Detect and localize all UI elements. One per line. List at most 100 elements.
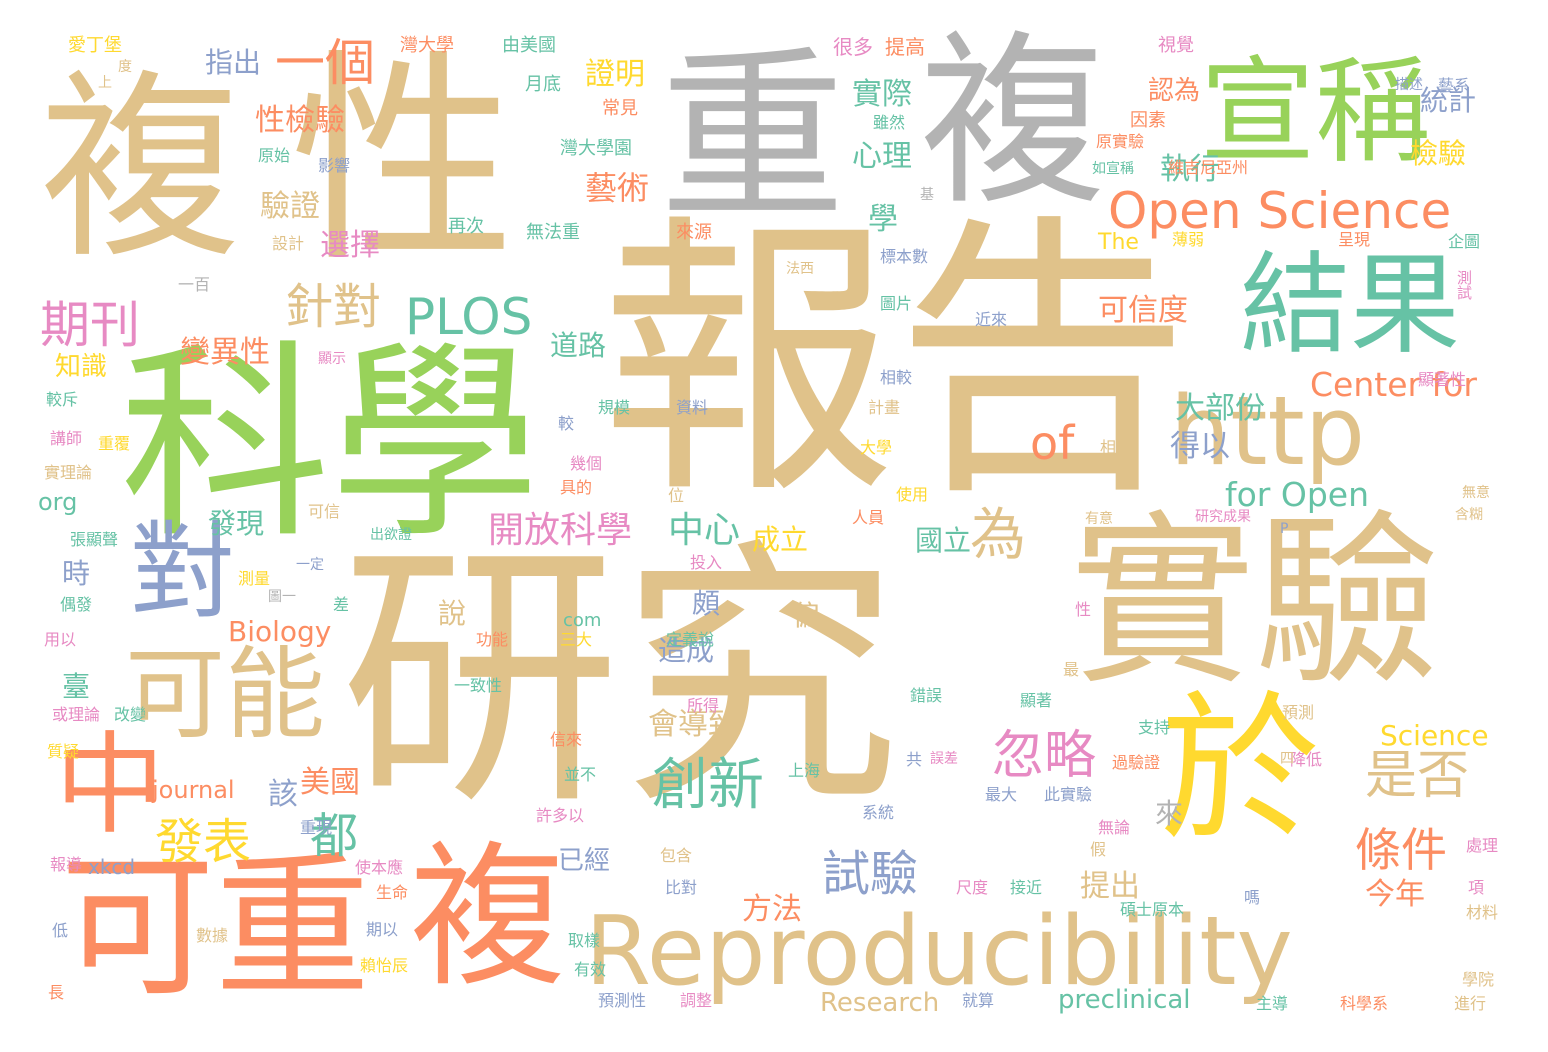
word: 誤差 (930, 751, 958, 767)
word: 是否 (1365, 746, 1470, 806)
word: 執行 (1160, 152, 1220, 187)
word: 許多以 (536, 806, 585, 825)
word: 證明 (585, 57, 645, 92)
word: 取樣 (568, 931, 601, 950)
word: 法西 (786, 261, 814, 277)
word: com (563, 610, 602, 631)
word: 或理論 (52, 705, 101, 724)
word: 開放科學 (488, 510, 633, 551)
word: 為 (970, 503, 1026, 568)
word: Reproducibility (585, 897, 1293, 1007)
word: 信來 (550, 730, 583, 749)
word: 材料 (1466, 903, 1499, 922)
word: 選擇 (320, 228, 380, 263)
word: 時 (62, 557, 91, 590)
word: 說 (438, 597, 467, 630)
word: 比對 (665, 878, 698, 897)
word: 宣稱 (1200, 45, 1431, 179)
word: 科學 (120, 322, 541, 567)
word: 處理 (1466, 836, 1499, 855)
word: 美國 (300, 765, 360, 800)
word: 降低 (1290, 750, 1323, 769)
word: 原實驗 (1096, 132, 1145, 151)
word: 四 (1280, 751, 1294, 767)
word: 很多 (833, 35, 873, 59)
word: 報導 (50, 855, 83, 874)
word: 上海 (788, 761, 821, 780)
word: Research (820, 988, 940, 1018)
word: 研究成果 (1195, 509, 1251, 525)
word: 藝系 (1438, 76, 1471, 95)
word: 灣大學園 (560, 138, 632, 159)
word: 來 (1155, 797, 1184, 830)
word: 學院 (1462, 970, 1495, 989)
word: 大部份 (1175, 391, 1265, 426)
word: 發現 (208, 507, 265, 540)
word: 提高 (885, 35, 925, 59)
word: 得以 (1170, 429, 1230, 464)
word: 可信度 (1098, 293, 1188, 328)
word: 數據 (196, 926, 229, 945)
word: 偶發 (60, 595, 93, 614)
word: 調整 (680, 991, 713, 1010)
word: 可信 (308, 502, 341, 521)
word: journal (152, 776, 235, 804)
word: 統計 (1420, 84, 1477, 117)
word: 長 (48, 983, 65, 1002)
word: 度 (118, 59, 132, 75)
word: 具的 (560, 478, 593, 497)
word: org (38, 488, 78, 516)
word: 顯著 (1020, 691, 1053, 710)
word: 資料 (676, 398, 709, 417)
word: 最大 (985, 785, 1018, 804)
word: 張顯聲 (70, 530, 119, 549)
word: 測量 (238, 569, 271, 588)
word: 包含 (660, 846, 693, 865)
word: 知識 (55, 352, 108, 382)
word: 相較 (880, 368, 913, 387)
word: 由美國 (502, 35, 556, 56)
word: 功能 (476, 630, 509, 649)
word: 期以 (366, 920, 399, 939)
word: 實驗 (1070, 494, 1440, 710)
word: 定義說 (666, 630, 715, 649)
word: 過驗證 (1112, 753, 1161, 772)
word: 創新 (652, 753, 764, 818)
word: 發表 (155, 814, 252, 870)
word: Science (1380, 719, 1489, 752)
word: 條件 (1355, 823, 1447, 877)
word: 使本應 (355, 858, 404, 877)
word: 該 (268, 777, 298, 812)
word: 心理 (852, 139, 912, 174)
word: for Open (1225, 475, 1370, 514)
word: 相 (1100, 438, 1117, 457)
word: 無論 (1098, 818, 1131, 837)
word: 原始 (258, 146, 291, 165)
word: of (1030, 416, 1075, 470)
word: 一定 (296, 557, 324, 573)
word: 對 (130, 511, 236, 633)
word: 可能 (125, 636, 325, 753)
word: 規模 (598, 398, 631, 417)
word: 使用 (896, 485, 929, 504)
word: 系統 (862, 803, 895, 822)
word: preclinical (1058, 985, 1191, 1015)
word: 大學 (860, 438, 893, 457)
word: 主導 (1256, 994, 1289, 1013)
word: 忽略 (992, 726, 1097, 786)
word: 性 (290, 31, 515, 293)
word: 科學系 (1340, 994, 1389, 1013)
word: 並不 (564, 765, 597, 784)
word: 賴怡辰 (360, 956, 409, 975)
word: 來源 (676, 222, 712, 243)
word: 無法重 (526, 222, 580, 243)
word: 圖一 (268, 589, 296, 605)
word: 重覆 (98, 434, 131, 453)
word: 可重 (60, 837, 370, 1018)
word: 檢驗 (1410, 137, 1467, 170)
word: 複 (920, 14, 1105, 230)
word: 頗 (692, 587, 721, 620)
word: 描述 (1395, 77, 1423, 93)
word: 預測性 (598, 991, 647, 1010)
word: 有效 (574, 960, 607, 979)
